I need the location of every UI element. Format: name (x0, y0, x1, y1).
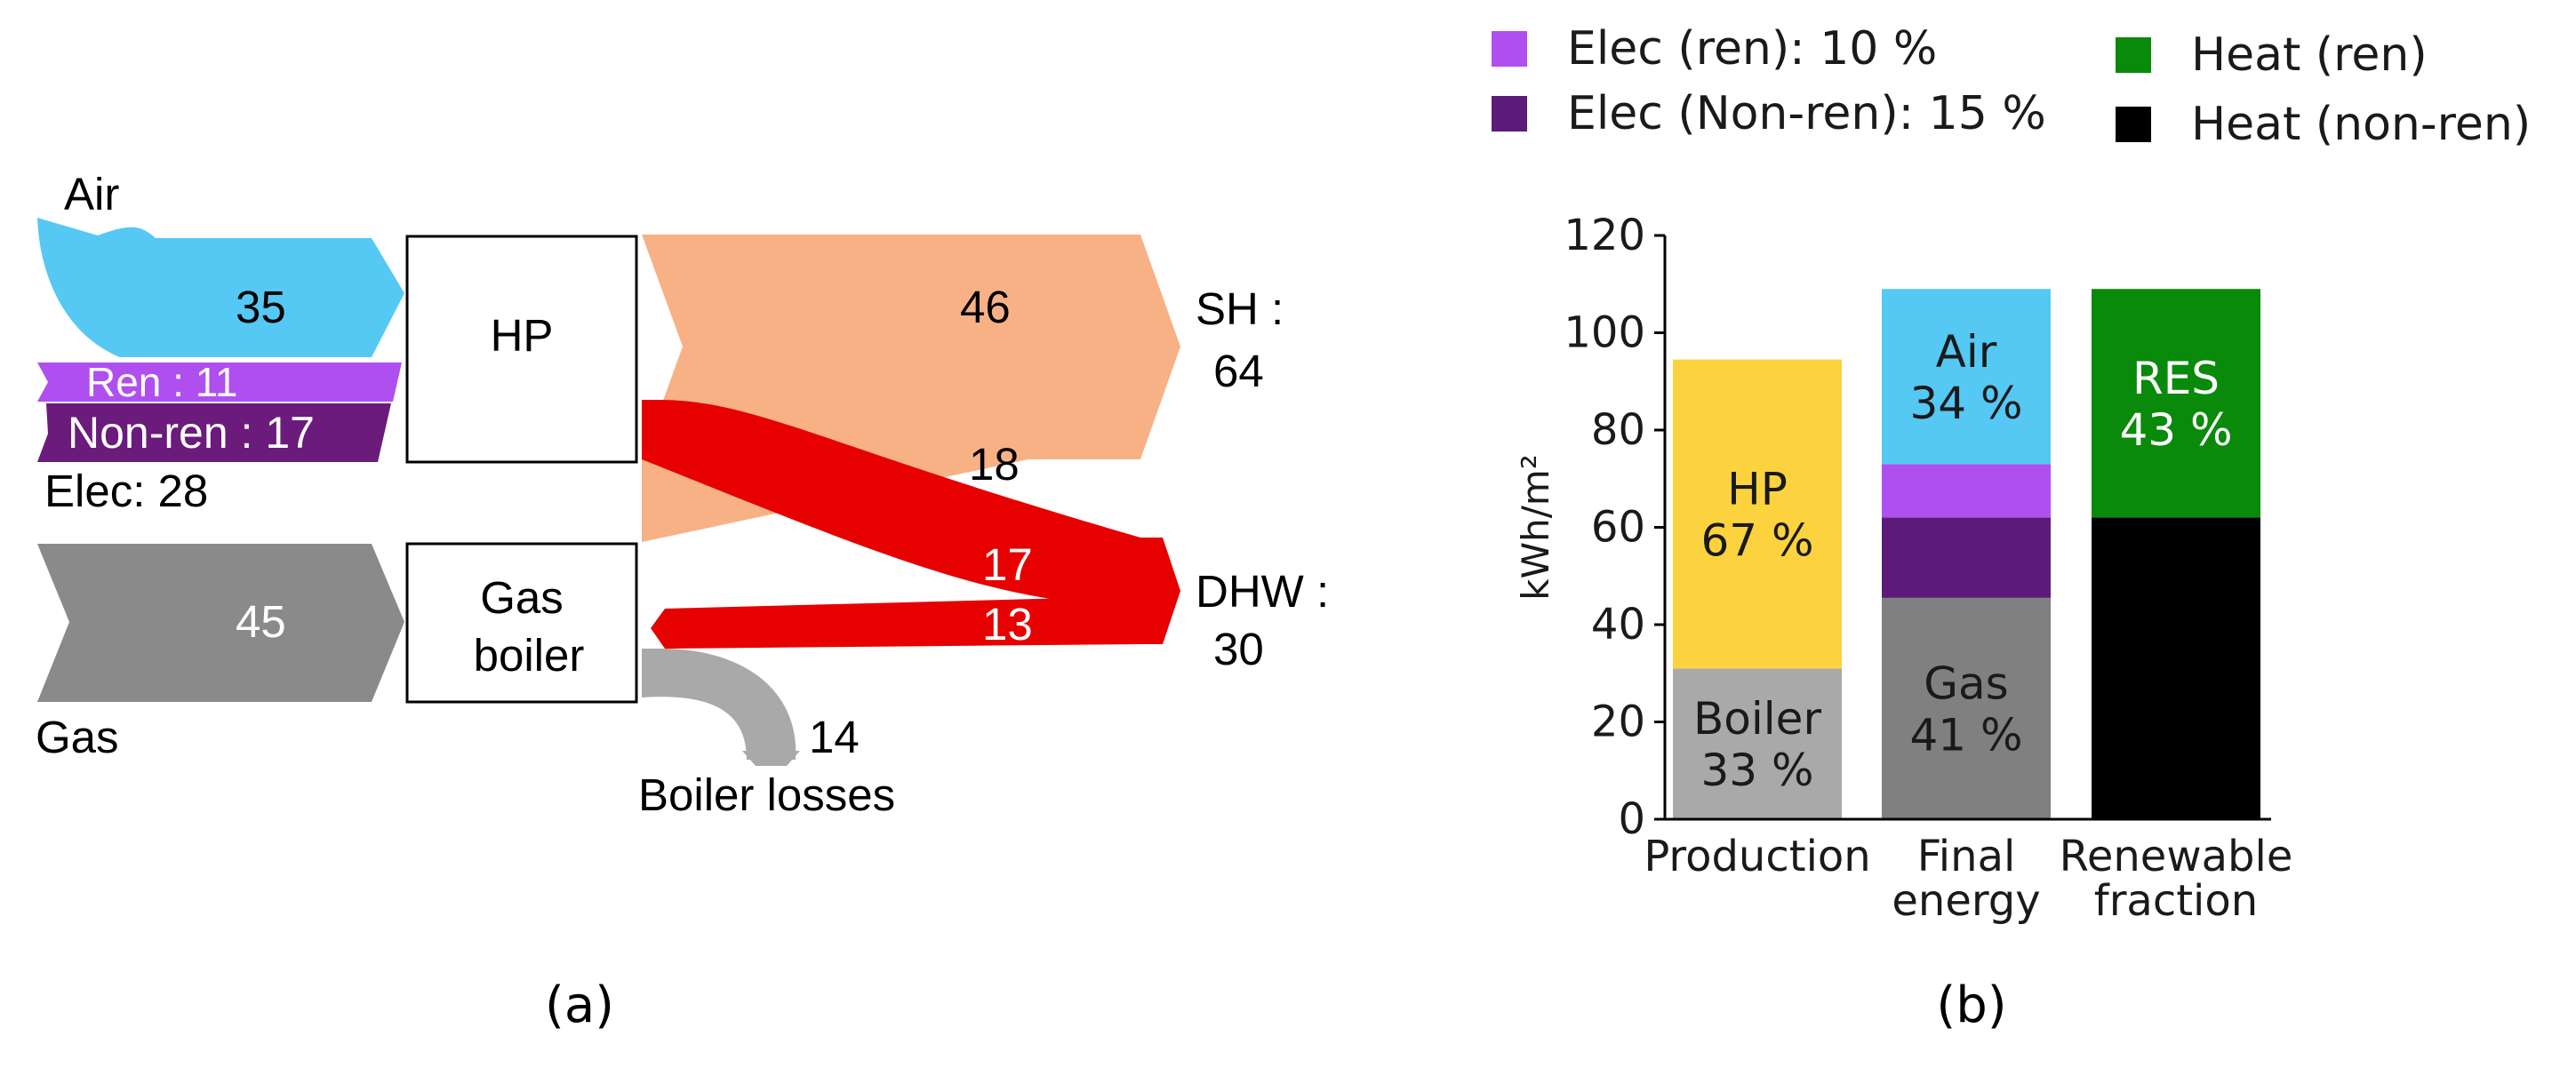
legend-swatch (1492, 31, 1527, 67)
flow-boiler-losses (642, 649, 796, 760)
bar-data-label: 41 % (1909, 709, 2022, 761)
legend-label: Elec (ren): 10 % (1567, 22, 1937, 76)
elec-nonren-label: Non-ren : 17 (68, 408, 315, 458)
bar-segment (2092, 517, 2260, 819)
hp-label: HP (491, 310, 554, 361)
y-axis-label: kWh/m² (1514, 454, 1557, 600)
bar-segment (1882, 597, 2051, 819)
bar-segment (1882, 289, 2051, 465)
sh-label-line2: 64 (1213, 346, 1264, 396)
bar-chart: Elec (ren): 10 % Elec (Non-ren): 15 % Heat… (1492, 22, 2531, 1034)
y-tick-label: 0 (1618, 794, 1645, 844)
flow-boiler-to-dhw (651, 596, 1140, 649)
y-tick-label: 100 (1564, 308, 1645, 358)
legend-swatch (2116, 107, 2151, 142)
bar-data-label: 34 % (1909, 378, 2022, 429)
x-tick-label: fraction (2094, 876, 2258, 926)
y-tick-label: 20 (1591, 697, 1645, 747)
bar-segment (1673, 668, 1842, 819)
legend-swatch (1492, 96, 1527, 132)
x-tick-label: Renewable (2060, 832, 2293, 881)
dhw-label-line1: DHW : (1196, 566, 1329, 617)
axes: 0 20 40 60 80 100 120 kWh/m² Production Finalener… (1514, 211, 2292, 926)
losses-label: Boiler losses (638, 769, 895, 820)
bar-data-label: 43 % (2119, 404, 2232, 456)
y-tick-label: 120 (1564, 211, 1645, 260)
bar-segment (1882, 517, 2051, 598)
bar-data-label: Gas (1924, 658, 2008, 709)
hp-to-sh-value: 46 (960, 282, 1011, 332)
hp-to-dhw-value: 17 (982, 539, 1033, 590)
hp-box (405, 235, 638, 464)
flow-elec-ren (37, 363, 402, 402)
bar-segment (1673, 359, 1842, 669)
legend-label: Elec (Non-ren): 15 % (1567, 87, 2046, 140)
losses-value: 14 (809, 712, 860, 762)
air-value: 35 (236, 282, 286, 332)
flow-gas (37, 544, 404, 702)
legend-label: Heat (ren) (2191, 28, 2428, 82)
bar-data-label: HP (1727, 463, 1788, 514)
losses-arrowhead (742, 751, 800, 766)
gas-label: Gas (36, 712, 119, 762)
bar-segment (2092, 289, 2260, 518)
bar-data-label: 33 % (1700, 745, 1813, 796)
y-tick-label: 40 (1591, 600, 1645, 650)
elec-total-label: Elec: 28 (44, 466, 208, 516)
bar-data-label: Boiler (1693, 693, 1821, 745)
gas-value: 45 (236, 596, 286, 647)
gas-boiler-box (405, 542, 638, 704)
x-tick-label: Production (1644, 832, 1870, 881)
bar-data-label: RES (2132, 353, 2220, 404)
boiler-to-dhw-value: 13 (982, 599, 1033, 650)
boiler-label-line2: boiler (474, 630, 585, 681)
sh-label-line1: SH : (1196, 283, 1284, 334)
legend: Elec (ren): 10 % Elec (Non-ren): 15 % Heat… (1492, 22, 2531, 151)
caption-a: (a) (545, 976, 614, 1034)
y-tick-label: 80 (1591, 405, 1645, 455)
air-label: Air (64, 169, 119, 219)
bar-data-label: 67 % (1700, 514, 1813, 566)
elec-ren-label: Ren : 11 (86, 359, 237, 405)
y-tick-label: 60 (1591, 503, 1645, 553)
x-tick-label: Final (1917, 832, 2016, 881)
boiler-to-sh-value: 18 (969, 439, 1020, 490)
dhw-label-line2: 30 (1213, 624, 1264, 674)
boiler-label-line1: Gas (480, 572, 564, 623)
sankey-diagram: Air 35 Ren : 11 Non-ren : 17 Elec: 28 45… (36, 169, 1329, 1034)
caption-b: (b) (1936, 976, 2006, 1034)
flow-hp-to-dhw (642, 400, 1140, 606)
x-tick-label: energy (1892, 876, 2040, 926)
legend-swatch (2116, 37, 2151, 73)
legend-label: Heat (non-ren) (2191, 98, 2531, 151)
flow-elec-nonren (37, 403, 391, 462)
dhw-arrowhead (1136, 538, 1180, 644)
bar-segment (1882, 464, 2051, 518)
flow-air (37, 218, 404, 357)
bar-data-label: Air (1936, 326, 1997, 378)
